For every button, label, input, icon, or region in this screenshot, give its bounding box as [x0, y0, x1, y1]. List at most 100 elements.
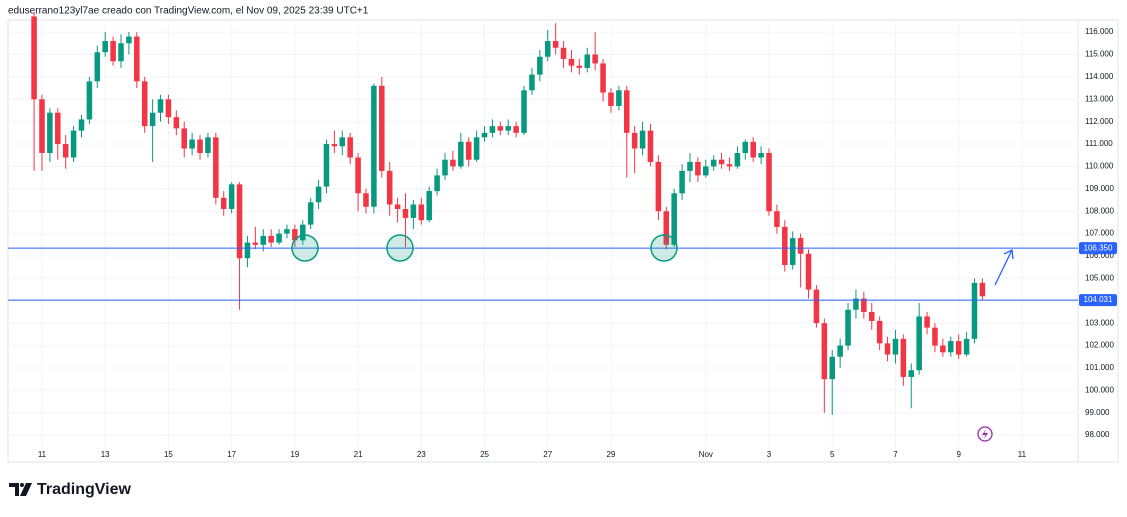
- candle-body: [402, 208, 409, 218]
- plot: 98.000 99.000 100.000 101.000 102.000 103.000…: [8, 11, 1114, 462]
- candle-body: [750, 141, 756, 158]
- candle-body: [592, 54, 598, 64]
- y-tick-label: 111.000: [1085, 139, 1113, 148]
- candle-body: [418, 204, 425, 221]
- candle-body: [671, 193, 677, 245]
- y-tick-label: 109.000: [1085, 184, 1114, 193]
- candle-body: [608, 92, 614, 106]
- candle-body: [473, 137, 480, 160]
- y-tick-label: 103.000: [1085, 318, 1114, 327]
- price-label: 104.031: [1084, 295, 1113, 304]
- candle-body: [134, 36, 140, 82]
- x-tick-label: 27: [543, 450, 552, 459]
- candle-body: [726, 164, 733, 167]
- candle-body: [379, 85, 385, 171]
- candle-body: [386, 170, 393, 205]
- highlight-circle: [650, 234, 678, 262]
- candle-body: [197, 139, 203, 154]
- x-tick-label: 17: [227, 450, 236, 459]
- candle-body: [394, 204, 401, 209]
- candle-body: [600, 63, 606, 93]
- brand: TradingView: [37, 481, 132, 498]
- logo-mark: [20, 483, 32, 496]
- candle-body: [813, 289, 820, 324]
- candle-body: [718, 159, 725, 165]
- y-tick-label: 106.000: [1085, 251, 1114, 260]
- candle-body: [157, 99, 164, 113]
- x-tick-label: Nov: [699, 450, 713, 459]
- candle-body: [695, 161, 701, 176]
- candle-body: [529, 74, 535, 91]
- candle-body: [647, 130, 654, 162]
- candle-body: [489, 126, 496, 133]
- candle-body: [584, 54, 591, 68]
- candle-body: [442, 159, 448, 176]
- y-tick-label: 112.000: [1085, 117, 1114, 126]
- candle-body: [292, 229, 298, 241]
- candle-body: [323, 144, 330, 187]
- y-tick-label: 105.000: [1085, 274, 1114, 283]
- candle-body: [284, 229, 290, 234]
- y-tick-label: 100.000: [1085, 385, 1114, 394]
- candle-body: [410, 204, 417, 218]
- y-tick-label: 102.000: [1085, 341, 1114, 350]
- candle-body: [173, 117, 180, 129]
- candle-body: [679, 170, 685, 194]
- candle-body: [552, 41, 559, 48]
- candle-body: [426, 191, 432, 221]
- candle-body: [102, 41, 108, 53]
- candle-body: [252, 242, 259, 245]
- highlight-circle: [291, 234, 319, 262]
- candle-body: [55, 112, 61, 145]
- candle-body: [355, 157, 361, 194]
- candle-body: [916, 316, 922, 371]
- candle-body: [62, 144, 69, 158]
- candle-body: [513, 126, 519, 133]
- y-tick-label: 108.000: [1085, 206, 1114, 215]
- x-tick-label: 7: [893, 450, 898, 459]
- candle-body: [924, 316, 930, 328]
- candle-body: [165, 99, 172, 118]
- candle-body: [631, 132, 638, 149]
- logo: TradingView: [9, 481, 132, 498]
- candle-body: [213, 137, 219, 198]
- candle-body: [655, 161, 662, 212]
- candle-body: [774, 211, 780, 227]
- candle-body: [450, 159, 456, 167]
- candle-body: [118, 43, 124, 62]
- event-icon-bolt: [982, 429, 988, 439]
- y-tick-label: 115.000: [1085, 50, 1114, 59]
- candle-body: [955, 341, 962, 355]
- candle-body: [560, 47, 567, 59]
- y-tick-label: 116.000: [1085, 27, 1114, 36]
- candle-body: [963, 338, 970, 355]
- candle-body: [703, 166, 709, 176]
- candle-body: [789, 238, 796, 265]
- candle-body: [829, 356, 835, 380]
- candle-body: [884, 343, 891, 355]
- x-tick-label: 5: [830, 450, 835, 459]
- candle-body: [149, 112, 156, 127]
- candle-body: [616, 90, 622, 106]
- candle-body: [181, 128, 187, 149]
- candle-body: [220, 197, 227, 209]
- candle-body: [663, 211, 670, 245]
- y-tick-label: 101.000: [1085, 363, 1114, 372]
- candle-body: [331, 144, 338, 147]
- candle-body: [521, 90, 527, 133]
- candle-body: [110, 41, 116, 62]
- x-tick-label: 29: [607, 450, 616, 459]
- candle-body: [299, 224, 306, 241]
- candle-body: [141, 81, 148, 127]
- candle-body: [805, 253, 812, 290]
- candle-body: [465, 141, 472, 160]
- candle-body: [734, 153, 741, 167]
- candle-body: [892, 338, 899, 355]
- candle-body: [932, 327, 938, 346]
- candle-body: [544, 41, 551, 57]
- x-tick-label: 9: [956, 450, 961, 459]
- highlight-circle: [386, 234, 414, 262]
- price-label-box: [1079, 242, 1117, 255]
